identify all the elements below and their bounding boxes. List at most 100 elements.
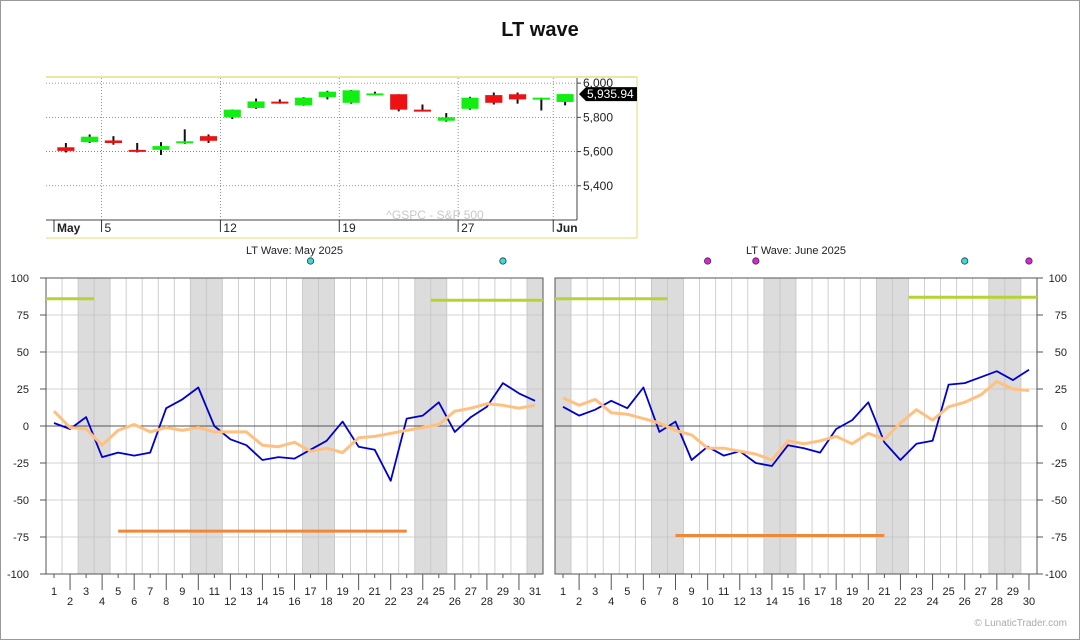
last-price-badge xyxy=(579,87,637,102)
wave-day-label: 12 xyxy=(224,596,236,608)
candle-body xyxy=(390,94,408,110)
wave-day-label: 4 xyxy=(608,596,614,608)
candlestick-chart: 5,400 5,600 5,800 6,000 May 5 12 19 27 Jun ^GSPC -… xyxy=(46,76,638,239)
candle-price-label: 5,600 xyxy=(583,145,613,159)
wave-day-label: 26 xyxy=(959,596,971,608)
wave-line xyxy=(53,382,536,482)
wave-day-label: 28 xyxy=(481,596,493,608)
lt-wave-chart-may: LT Wave: May 20251007550250-25-50-75-100… xyxy=(7,245,544,608)
wave-y-label: 25 xyxy=(17,384,29,396)
wave-day-label: 17 xyxy=(814,586,826,598)
wave-y-label: -25 xyxy=(13,458,29,470)
wave-day-label: 15 xyxy=(272,586,284,598)
candle-body xyxy=(556,94,574,102)
cycle-marker-dot xyxy=(306,257,315,265)
wave-day-label: 17 xyxy=(304,586,316,598)
wave-day-label: 16 xyxy=(798,596,810,608)
candle-body xyxy=(509,94,527,100)
candle-body xyxy=(461,97,479,109)
wave-day-label: 30 xyxy=(1023,596,1035,608)
wave-day-label: 8 xyxy=(163,596,169,608)
wave-y-label: -50 xyxy=(13,495,29,507)
smoothed-wave-line xyxy=(562,380,1030,462)
candle-date-label: 5 xyxy=(105,221,112,235)
wave-day-label: 24 xyxy=(417,596,429,608)
wave-y-label: -100 xyxy=(7,569,29,581)
main-title: LT wave xyxy=(501,19,579,41)
candle-body xyxy=(342,90,360,103)
cycle-marker-dot xyxy=(1025,257,1033,265)
wave-day-label: 7 xyxy=(656,586,662,598)
wave-day-label: 27 xyxy=(465,586,477,598)
candle-body xyxy=(152,146,170,150)
wave-y-label: 0 xyxy=(1061,421,1067,433)
cycle-marker-dot xyxy=(704,257,712,265)
wave-y-label: 75 xyxy=(1055,310,1067,322)
wave-day-label: 14 xyxy=(766,596,778,608)
wave-y-label: 100 xyxy=(11,273,29,285)
wave-day-label: 29 xyxy=(1007,586,1019,598)
wave-day-label: 28 xyxy=(991,596,1003,608)
wave-day-label: 29 xyxy=(497,586,509,598)
candle-body xyxy=(295,97,313,106)
wave-day-label: 23 xyxy=(401,586,413,598)
wave-day-label: 21 xyxy=(369,586,381,598)
wave-day-label: 16 xyxy=(288,596,300,608)
wave-day-label: 6 xyxy=(131,596,137,608)
candle-body xyxy=(485,95,503,103)
cycle-marker-dot xyxy=(499,257,507,265)
wave-y-label: -50 xyxy=(1051,495,1067,507)
wave-day-label: 25 xyxy=(433,586,445,598)
wave-day-label: 10 xyxy=(702,596,714,608)
wave-chart-title: LT Wave: June 2025 xyxy=(746,245,846,257)
candle-date-label: Jun xyxy=(556,221,577,235)
candle-body xyxy=(81,136,99,143)
candle-body xyxy=(271,101,289,104)
wave-day-label: 2 xyxy=(67,596,73,608)
cycle-marker-dot xyxy=(752,257,760,265)
wave-day-label: 12 xyxy=(734,596,746,608)
wave-day-label: 14 xyxy=(256,596,268,608)
wave-day-label: 9 xyxy=(689,586,695,598)
wave-day-label: 6 xyxy=(640,596,646,608)
candle-body xyxy=(437,117,455,121)
wave-day-label: 2 xyxy=(576,596,582,608)
wave-y-label: 50 xyxy=(17,347,29,359)
wave-day-label: 1 xyxy=(51,586,57,598)
wave-day-label: 27 xyxy=(975,586,987,598)
candle-price-label: 5,800 xyxy=(583,110,613,124)
copyright-text: © LunaticTrader.com xyxy=(974,618,1067,629)
wave-day-label: 10 xyxy=(192,596,204,608)
wave-y-label: 0 xyxy=(23,421,29,433)
candle-body xyxy=(247,101,265,108)
wave-day-label: 3 xyxy=(592,586,598,598)
candle-body xyxy=(532,97,550,100)
wave-day-label: 4 xyxy=(99,596,105,608)
wave-day-label: 11 xyxy=(209,586,220,598)
wave-day-label: 22 xyxy=(385,596,397,608)
lt-wave-chart-june: LT Wave: June 20251007550250-25-50-75-10… xyxy=(554,245,1067,608)
wave-day-label: 30 xyxy=(513,596,525,608)
candle-body xyxy=(318,91,336,98)
candle-date-label: 12 xyxy=(223,221,237,235)
wave-day-label: 3 xyxy=(83,586,89,598)
candle-date-label: May xyxy=(57,221,81,235)
candle-date-label: 19 xyxy=(342,221,356,235)
wave-day-label: 9 xyxy=(179,586,185,598)
wave-day-label: 11 xyxy=(718,586,729,598)
wave-day-label: 26 xyxy=(449,596,461,608)
wave-y-label: 100 xyxy=(1049,273,1067,285)
candle-body xyxy=(223,109,241,118)
wave-day-label: 20 xyxy=(862,596,874,608)
wave-day-label: 21 xyxy=(878,586,890,598)
wave-y-label: 75 xyxy=(17,310,29,322)
wave-day-label: 19 xyxy=(846,586,858,598)
wave-chart-title: LT Wave: May 2025 xyxy=(246,245,343,257)
wave-day-label: 13 xyxy=(750,586,762,598)
wave-day-label: 15 xyxy=(782,586,794,598)
wave-y-label: -25 xyxy=(1051,458,1067,470)
wave-day-label: 8 xyxy=(672,596,678,608)
wave-day-label: 18 xyxy=(320,596,332,608)
